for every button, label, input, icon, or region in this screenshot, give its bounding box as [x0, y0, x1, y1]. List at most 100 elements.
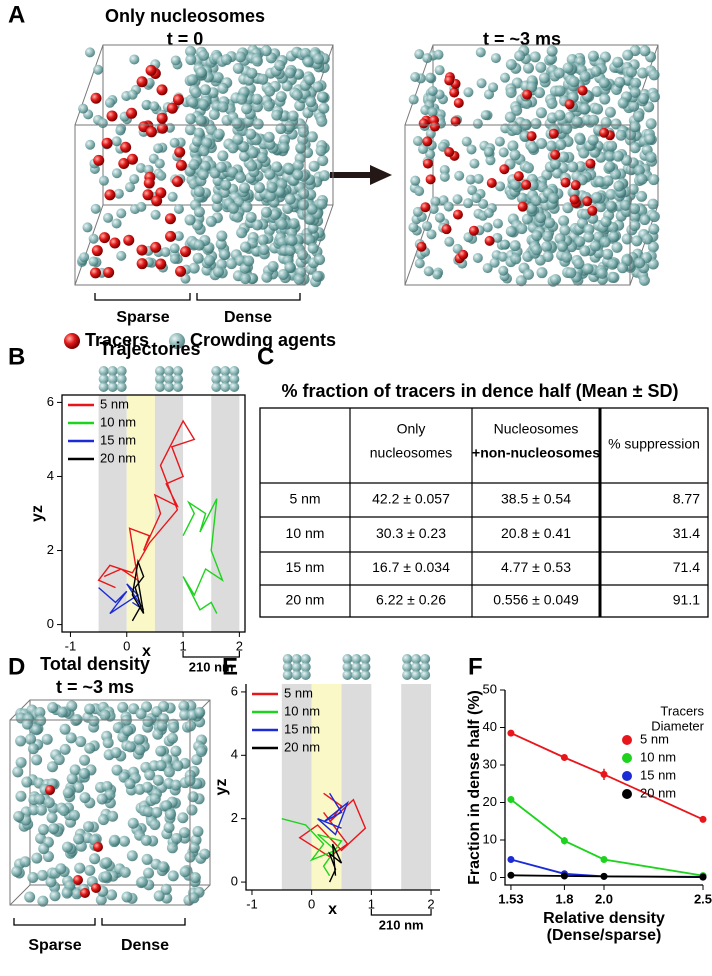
crowder	[476, 78, 487, 89]
crowder	[574, 236, 586, 248]
crowder	[527, 142, 539, 154]
crowder	[498, 147, 509, 158]
crowder	[173, 231, 184, 242]
legend-label: Tracers	[85, 330, 149, 350]
crowder	[163, 374, 174, 384]
panel-label: A	[8, 1, 25, 28]
crowder	[587, 134, 599, 146]
crowder	[629, 220, 641, 232]
crowder	[129, 174, 140, 185]
tracer	[171, 176, 183, 188]
marker	[560, 754, 568, 761]
crowder	[283, 163, 295, 175]
crowder	[475, 47, 486, 58]
crowder	[274, 59, 286, 71]
crowder	[571, 116, 583, 128]
crowder	[602, 248, 614, 260]
series-line	[328, 843, 343, 883]
crowder	[554, 109, 566, 121]
tracer	[577, 85, 588, 96]
crowder	[489, 257, 500, 268]
crowder	[166, 842, 178, 854]
crowder	[191, 754, 203, 766]
tracer	[104, 189, 116, 201]
crowder	[198, 145, 210, 157]
crowder	[488, 82, 499, 93]
tracer	[422, 158, 433, 169]
crowder	[562, 62, 574, 74]
crowder	[275, 91, 287, 103]
crowder	[55, 863, 67, 875]
crowder	[155, 760, 167, 772]
x-tick-label: 2	[236, 638, 243, 653]
crowder	[107, 374, 118, 384]
axes	[245, 684, 440, 891]
tracer	[143, 177, 155, 189]
box-front	[404, 124, 631, 286]
crowder	[482, 222, 493, 233]
crowder	[342, 670, 353, 680]
crowder	[220, 179, 232, 191]
crowder	[636, 173, 648, 185]
cell-text: 31.4	[673, 525, 700, 541]
crowder	[639, 214, 651, 226]
crowder	[282, 670, 293, 680]
crowder	[414, 49, 425, 60]
crowder	[629, 211, 641, 223]
crowder	[186, 804, 198, 816]
crowder	[179, 827, 191, 839]
legend-swatch	[622, 771, 632, 781]
tracer	[136, 76, 148, 88]
tracer	[526, 131, 537, 142]
crowder	[561, 123, 573, 135]
crowder	[535, 212, 547, 224]
tracer	[441, 224, 452, 235]
crowder	[144, 769, 156, 781]
crowder	[12, 766, 24, 778]
crowder	[84, 703, 96, 715]
tracer	[91, 883, 101, 893]
crowder	[103, 212, 114, 223]
panel-label: F	[468, 653, 483, 680]
crowder	[188, 892, 200, 904]
crowder	[193, 239, 205, 251]
crowder	[191, 135, 203, 147]
crowder	[211, 374, 222, 384]
crowder	[217, 101, 229, 113]
crowder	[531, 230, 543, 242]
cell-text: 91.1	[673, 592, 700, 608]
crowder	[521, 213, 533, 225]
crowder	[538, 72, 550, 84]
y-tick-label: 20	[483, 794, 497, 809]
crowder	[430, 196, 441, 207]
crowder	[258, 244, 270, 256]
crowder	[43, 797, 55, 809]
crowder	[129, 54, 140, 65]
crowder	[140, 834, 152, 846]
crowder	[402, 670, 413, 680]
crowder	[83, 821, 95, 833]
crowder	[69, 764, 81, 776]
crowder	[95, 894, 107, 906]
crowder	[236, 93, 248, 105]
region-label: Sparse	[116, 309, 169, 326]
marker	[600, 872, 608, 880]
crowder	[306, 131, 318, 143]
crowder	[612, 150, 624, 162]
crowder	[187, 74, 199, 86]
column-header: Nucleosomes	[494, 421, 579, 437]
y-tick-label: 6	[231, 683, 238, 698]
legend-swatch	[622, 753, 632, 763]
crowder	[243, 255, 255, 267]
crowder	[246, 67, 258, 79]
tracer	[93, 842, 103, 852]
x-tick-label: 1	[179, 638, 186, 653]
cell-text: 71.4	[673, 559, 700, 575]
crowder	[239, 273, 251, 285]
crowder	[98, 374, 109, 384]
panel-label: B	[8, 343, 25, 370]
crowder	[149, 793, 161, 805]
crowder	[27, 871, 39, 883]
region-label: Sparse	[28, 937, 81, 954]
x-tick-label: 2.0	[595, 891, 613, 906]
